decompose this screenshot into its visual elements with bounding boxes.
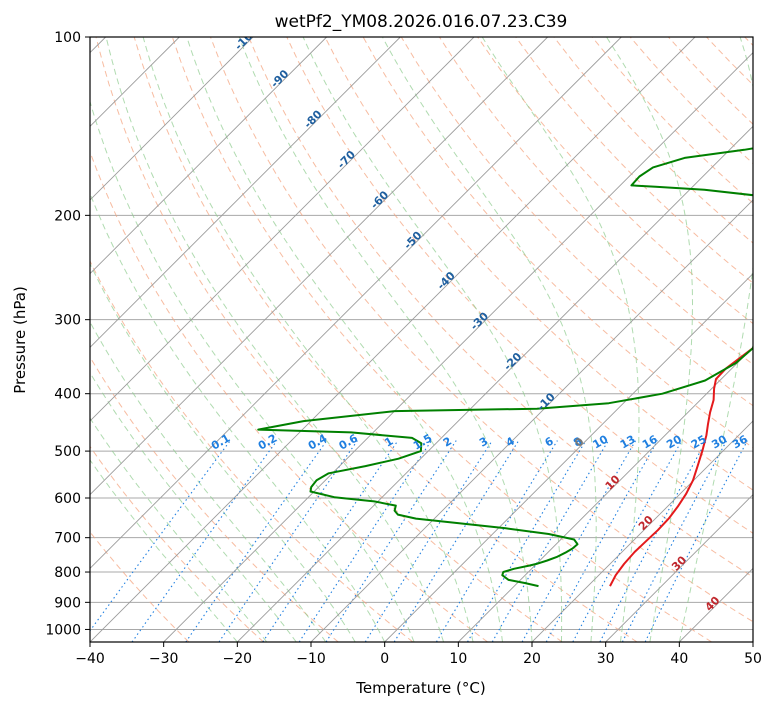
y-tick-label: 300 bbox=[54, 313, 81, 329]
isotherm-line bbox=[90, 37, 548, 496]
moist-adiabat-line bbox=[90, 371, 297, 642]
moist-adiabat-line bbox=[381, 37, 597, 642]
dry-adiabat-line bbox=[171, 37, 712, 642]
x-tick-label: −30 bbox=[149, 651, 179, 667]
y-tick-label: 100 bbox=[54, 30, 81, 46]
dewpoint-profile bbox=[257, 147, 753, 588]
moist-adiabat-line bbox=[90, 417, 268, 642]
isotherm-line bbox=[90, 37, 401, 348]
dry-adiabat-line bbox=[90, 259, 414, 642]
x-tick-label: 40 bbox=[670, 651, 688, 667]
x-tick-label: 30 bbox=[597, 651, 615, 667]
moist-adiabat-line bbox=[90, 99, 415, 642]
y-tick-label: 1000 bbox=[45, 622, 81, 638]
x-tick-label: −20 bbox=[223, 651, 253, 667]
moist-adiabat-line bbox=[186, 37, 503, 642]
y-tick-label: 800 bbox=[54, 565, 81, 581]
moist-adiabat-line bbox=[90, 262, 356, 642]
dry-adiabat-line bbox=[90, 445, 264, 642]
moist-adiabat-line bbox=[606, 37, 693, 642]
x-tick-label: 50 bbox=[744, 651, 762, 667]
mixing-ratio-line bbox=[572, 440, 683, 642]
moist-adiabat-line bbox=[90, 321, 327, 642]
y-tick-label: 600 bbox=[54, 491, 81, 507]
mixing-ratio-lines bbox=[90, 440, 748, 642]
mixing-ratio-line bbox=[621, 440, 728, 642]
moist-adiabat-line bbox=[142, 37, 474, 642]
isotherm-line bbox=[605, 494, 753, 642]
mixing-ratio-line bbox=[185, 440, 328, 642]
dry-adiabat-line bbox=[324, 37, 753, 491]
mixing-ratio-line bbox=[545, 440, 659, 642]
mixing-ratio-line bbox=[644, 440, 748, 642]
dry-adiabat-line bbox=[515, 37, 753, 284]
y-tick-label: 900 bbox=[54, 595, 81, 611]
moist-adiabat-line bbox=[90, 192, 386, 642]
y-tick-label: 200 bbox=[54, 208, 81, 224]
isobar-grid bbox=[90, 37, 753, 630]
isotherm-line bbox=[531, 420, 753, 642]
mixing-ratio-line bbox=[491, 440, 609, 642]
x-tick-label: −10 bbox=[296, 651, 326, 667]
mixing-ratio-line bbox=[298, 440, 432, 642]
isotherm-line bbox=[90, 37, 622, 569]
moist-adiabat-line bbox=[481, 37, 640, 642]
x-tick-label: 10 bbox=[449, 651, 467, 667]
mixing-ratio-line bbox=[521, 440, 637, 642]
isotherm-line bbox=[237, 125, 753, 642]
y-tick-label: 500 bbox=[54, 444, 81, 460]
isotherm-line bbox=[90, 37, 327, 275]
moist-adiabat-line bbox=[238, 37, 533, 642]
mixing-ratio-line bbox=[393, 440, 520, 642]
x-tick-label: 0 bbox=[380, 651, 389, 667]
y-axis-title: Pressure (hPa) bbox=[11, 286, 29, 394]
mixing-ratio-line bbox=[364, 440, 493, 642]
isotherm-line bbox=[90, 37, 696, 642]
isotherm-line bbox=[458, 346, 753, 642]
dry-adiabat-line bbox=[95, 37, 563, 642]
dry-adiabat-line bbox=[133, 37, 638, 642]
moist-adiabat-line bbox=[90, 459, 238, 642]
dry-adiabat-line bbox=[248, 37, 753, 578]
x-axis-title: Temperature (°C) bbox=[355, 679, 485, 697]
isotherm-line bbox=[384, 273, 753, 642]
y-tick-label: 400 bbox=[54, 387, 81, 403]
moist-adiabat-line bbox=[678, 37, 753, 642]
isotherm-line bbox=[310, 199, 753, 642]
sounding-profiles bbox=[257, 147, 753, 588]
isotherm-line bbox=[90, 37, 254, 201]
mixing-ratio-line bbox=[467, 440, 587, 642]
mixing-ratio-line bbox=[599, 440, 707, 642]
isotherm-line bbox=[163, 52, 753, 642]
isotherms bbox=[90, 37, 753, 642]
mixing-ratio-line bbox=[131, 440, 278, 642]
temperature-profile bbox=[609, 346, 753, 587]
moist-adiabat-line bbox=[105, 37, 445, 642]
isotherm-line bbox=[90, 37, 475, 422]
plot-frame bbox=[89, 36, 754, 643]
y-tick-label: 700 bbox=[54, 531, 81, 547]
x-axis-ticks: −40 −30 −20 −10 0 10 20 30 40 50 bbox=[75, 642, 762, 667]
dry-adiabat-line bbox=[210, 37, 753, 623]
moist-adiabat-line bbox=[302, 37, 563, 642]
chart-title: wetPf2_YM08.2026.016.07.23.C39 bbox=[275, 12, 568, 32]
dry-adiabat-line bbox=[286, 37, 753, 534]
mixing-ratio-line bbox=[435, 440, 558, 642]
y-axis-ticks: 100 200 300 400 500 600 700 800 900 1000 bbox=[45, 30, 90, 638]
x-tick-label: −40 bbox=[75, 651, 105, 667]
plot-area: 0.1 0.2 0.4 0.6 1 1.5 2 3 4 6 8 10 13 16 20 25 30 36-100-… bbox=[90, 37, 753, 642]
moist-adiabats bbox=[90, 37, 753, 642]
x-tick-label: 20 bbox=[523, 651, 541, 667]
